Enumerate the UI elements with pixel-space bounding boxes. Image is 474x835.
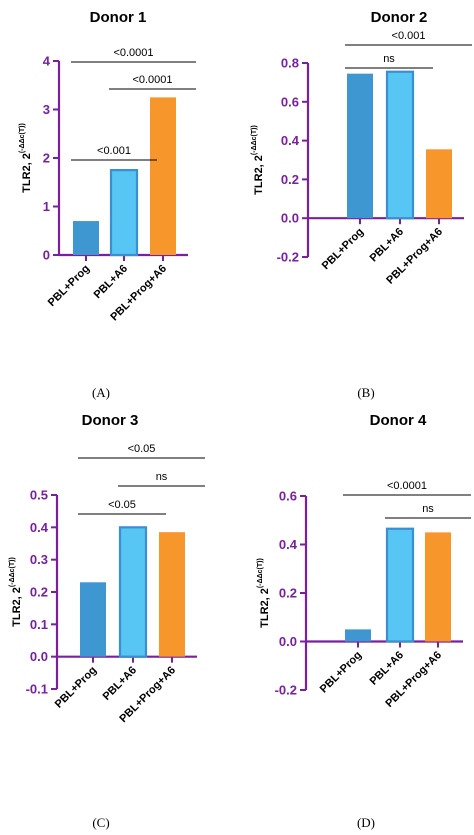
significance-label: ns [422, 503, 434, 515]
significance-label: <0.001 [392, 30, 426, 42]
panel-3: Donor 3 -0.1 0.0 0.1 0.2 0.3 0.4 0.5 TLR2, 2(-ΔΔ… [9, 412, 205, 830]
x-tick-label: PBL+A6 [368, 226, 407, 265]
y-axis-label-main: TLR2, 2 [21, 153, 33, 193]
x-tick-label: PBL+A6 [368, 649, 407, 688]
y-axis-label-main: TLR2, 2 [11, 587, 23, 627]
bar-2 [118, 526, 148, 658]
y-tick-label: 0.4 [281, 133, 300, 148]
y-tick-label: 0.3 [30, 552, 48, 567]
y-tick-label: 0.4 [279, 537, 298, 552]
y-tick-label: 0.0 [279, 634, 297, 649]
y-tick-label: 0.2 [279, 586, 297, 601]
y-tick-label: 1 [43, 199, 50, 214]
significance-label: <0.0001 [387, 480, 427, 492]
y-tick-label: 0 [43, 248, 50, 263]
y-tick-label: 0.6 [279, 489, 297, 504]
y-tick-label: 0.2 [281, 172, 299, 187]
chart-title: Donor 2 [371, 9, 428, 26]
y-axis-label: TLR2, 2(-ΔΔc(T)) [19, 123, 33, 193]
significance-label: <0.05 [128, 443, 156, 455]
y-tick-label: -0.2 [277, 250, 299, 265]
x-tick-label: PBL+A6 [92, 263, 131, 302]
panel-label: (C) [92, 815, 109, 830]
panel-label: (B) [357, 385, 374, 400]
y-tick-label: 2 [43, 151, 50, 166]
y-tick-label: 0.0 [281, 211, 299, 226]
x-tick-label: PBL+Prog [46, 263, 92, 309]
y-tick-label: -0.1 [26, 682, 48, 697]
bar-1 [345, 629, 371, 642]
y-axis-label: TLR2, 2(-ΔΔc(T)) [9, 557, 23, 627]
x-tick-label: PBL+A6 [101, 664, 140, 703]
y-tick-label: 0.6 [281, 94, 299, 109]
x-tick-label: PBL+Prog [320, 226, 366, 272]
significance-label: <0.0001 [113, 47, 153, 59]
bar-3 [426, 149, 452, 219]
bar-3 [425, 532, 451, 642]
bar-1 [347, 73, 373, 219]
bar-2 [385, 527, 415, 643]
y-axis-label-main: TLR2, 2 [259, 588, 271, 628]
panel-1: Donor 1 0 1 2 3 4 TLR2, 2(-ΔΔc(T)) PBL+Prog PBL+… [19, 9, 196, 400]
y-axis-label: TLR2, 2(-ΔΔc(T)) [251, 125, 265, 195]
y-tick-label: 3 [43, 102, 50, 117]
significance-label: <0.05 [108, 499, 136, 511]
significance-label: ns [383, 53, 395, 65]
y-tick-label: 0.2 [30, 585, 48, 600]
y-axis-label-superscript: (-ΔΔc(T)) [257, 558, 264, 588]
panel-label: (D) [357, 815, 375, 830]
bar-2 [385, 70, 415, 220]
y-axis-label-superscript: (-ΔΔc(T)) [19, 123, 26, 153]
panel-label: (A) [92, 385, 110, 400]
y-axis-label-superscript: (-ΔΔc(T)) [251, 125, 258, 155]
panel-4: Donor 4 -0.2 0.0 0.2 0.4 0.6 TLR2, 2(-ΔΔc(T)) P… [257, 412, 471, 830]
significance-label: <0.001 [97, 145, 131, 157]
y-tick-label: 0.5 [30, 488, 48, 503]
significance-label: <0.0001 [132, 74, 172, 86]
chart-title: Donor 1 [90, 9, 147, 26]
significance-label: ns [156, 471, 168, 483]
x-tick-label: PBL+Prog [318, 649, 364, 695]
bar-2 [109, 169, 139, 257]
y-tick-label: -0.2 [275, 683, 297, 698]
bar-1 [73, 221, 99, 255]
y-tick-label: 0.0 [30, 649, 48, 664]
panel-2: Donor 2 -0.2 0.0 0.2 0.4 0.6 0.8 TLR2, 2(-ΔΔc(T… [251, 9, 472, 400]
chart-title: Donor 3 [82, 412, 139, 429]
y-tick-label: 0.4 [30, 520, 49, 535]
y-axis-label-superscript: (-ΔΔc(T)) [9, 557, 16, 587]
chart-title: Donor 4 [370, 412, 427, 429]
bar-1 [80, 582, 106, 657]
y-tick-label: 0.8 [281, 56, 299, 71]
x-tick-label: PBL+Prog [53, 664, 99, 710]
y-axis-label-main: TLR2, 2 [253, 155, 265, 195]
bar-3 [159, 532, 185, 657]
y-tick-label: 4 [43, 54, 51, 69]
y-axis-label: TLR2, 2(-ΔΔc(T)) [257, 558, 271, 628]
y-tick-label: 0.1 [30, 617, 48, 632]
bar-3 [150, 97, 176, 255]
